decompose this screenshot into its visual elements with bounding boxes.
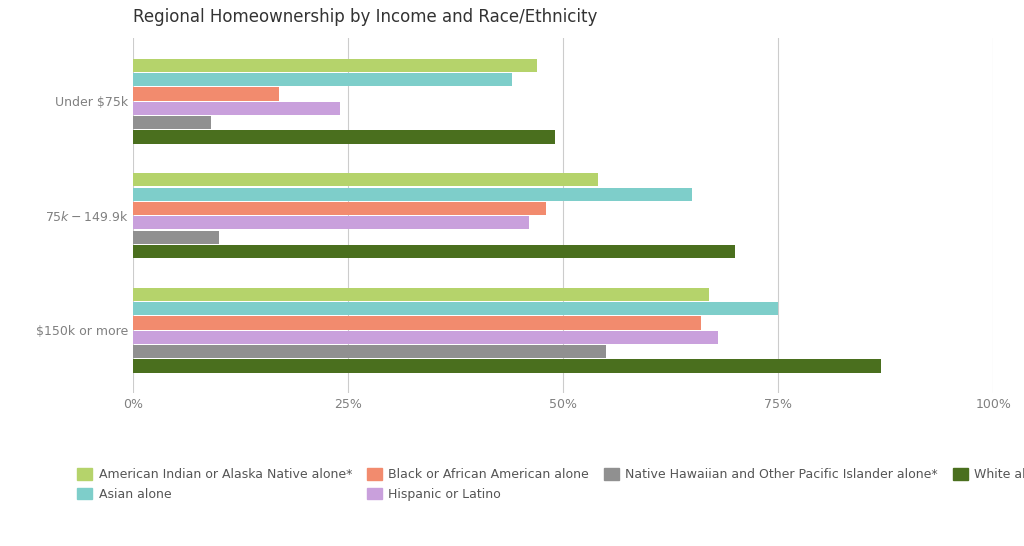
Bar (133, 245, 735, 258)
Bar (133, 73, 512, 86)
Bar (133, 216, 528, 229)
Bar (133, 288, 710, 301)
Bar (133, 130, 555, 144)
Bar (133, 345, 606, 358)
Bar (133, 59, 538, 72)
Bar (133, 116, 211, 129)
Bar (133, 102, 340, 115)
Bar (133, 173, 598, 187)
Bar (133, 317, 700, 330)
Bar (133, 87, 280, 100)
Bar (133, 359, 882, 372)
Bar (133, 230, 219, 244)
Bar (133, 202, 546, 215)
Bar (133, 188, 692, 201)
Legend: American Indian or Alaska Native alone*, Asian alone, Black or African American : American Indian or Alaska Native alone*,… (73, 463, 1024, 506)
Text: Regional Homeownership by Income and Race/Ethnicity: Regional Homeownership by Income and Rac… (133, 8, 597, 26)
Bar (133, 331, 718, 344)
Bar (133, 302, 778, 315)
